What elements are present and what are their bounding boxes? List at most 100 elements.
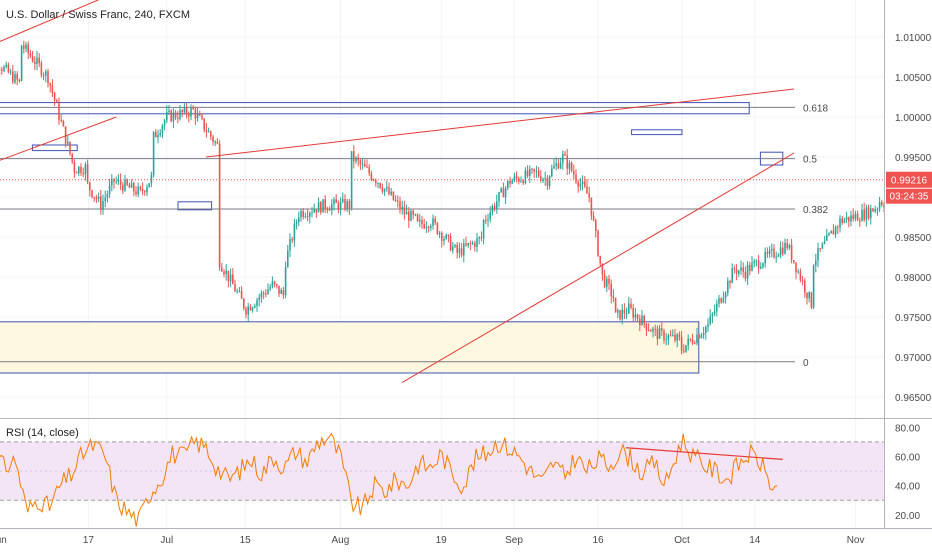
candle-body [808,292,810,298]
candle [153,131,155,178]
candle-body [85,164,87,174]
candle-body [67,142,69,144]
candle-body [549,176,551,186]
candle-body [109,185,111,194]
candle-body [481,237,483,238]
candle-body [745,272,747,279]
candle-body [859,221,861,222]
candle-body [298,217,300,222]
chart-title: U.S. Dollar / Swiss Franc, 240, FXCM [6,9,190,21]
candle-body [254,306,256,308]
candle-body [874,209,876,211]
candle-body [327,208,329,209]
candle-body [529,169,531,176]
candle-body [509,181,511,184]
candle-body [784,243,786,254]
candle-body [384,189,386,192]
candle-body [186,107,188,114]
candle-body [626,313,628,314]
candle-body [379,183,381,188]
candle-body [430,226,432,228]
candle-body [320,202,322,212]
candle-body [302,211,304,217]
candle-body [813,265,815,307]
candle-body [265,293,267,294]
candle-body [725,293,727,298]
candle-body [670,335,672,336]
candle-body [335,199,337,203]
candle [69,141,71,155]
candle-body [778,255,780,256]
candle-body [767,252,769,254]
candle-body [364,164,366,167]
candle-body [184,107,186,112]
candle-body [98,196,100,199]
candle-body [32,56,34,61]
fib-level-label: 0 [803,358,809,369]
candle-body [360,160,362,164]
candle-body [331,204,333,210]
candle-body [747,265,749,278]
candle-body [476,238,478,247]
candle-body [613,296,615,298]
candle [21,45,23,81]
candle-body [802,280,804,281]
candle-body [333,199,335,204]
candle-body [166,112,168,120]
candle-body [122,185,124,191]
candle-body [296,222,298,224]
candle-body [366,167,368,168]
candle-body [516,176,518,178]
candle-body [289,239,291,250]
rsi-tick-label: 40.00 [895,482,920,493]
candle-body [27,45,29,54]
candle-body [342,199,344,202]
candle-body [487,219,489,220]
candle-body [89,182,91,190]
candle-body [753,261,755,263]
candle-body [197,114,199,119]
candle [219,140,221,270]
candle-body [830,231,832,234]
candle-body [659,328,661,339]
candle-body [432,219,434,226]
rsi-tick-label: 80.00 [895,423,920,434]
rsi-indicator-label[interactable]: RSI (14, close) [6,427,79,439]
candle [393,191,395,201]
support-zone [0,322,699,373]
time-tick-label: Sep [505,535,523,546]
candle-body [362,164,364,165]
candle-body [668,335,670,339]
candle-body [531,169,533,170]
candle [872,208,874,212]
candle-body [461,248,463,255]
candle-body [795,262,797,272]
candle-body [793,260,795,262]
candle-body [654,329,656,330]
candle-body [177,118,179,119]
last-price-text: 0.99216 [891,176,928,187]
candle-body [318,202,320,212]
candle-body [60,120,62,121]
candle-body [740,267,742,270]
candle-body [492,206,494,212]
candle-body [245,308,247,314]
candle-body [665,339,667,340]
candle-body [582,181,584,184]
candle-body [5,65,7,67]
candle-body [353,151,355,161]
candle-body [311,212,313,213]
candle-body [742,267,744,271]
candle-body [775,257,777,258]
candle-body [357,158,359,161]
candle-body [454,245,456,247]
candle-body [705,327,707,333]
candle-body [340,202,342,210]
fib-level-label: 0.618 [803,103,828,114]
candle-body [511,180,513,183]
candle-body [687,339,689,345]
candle [417,213,419,222]
candle-body [45,71,47,75]
